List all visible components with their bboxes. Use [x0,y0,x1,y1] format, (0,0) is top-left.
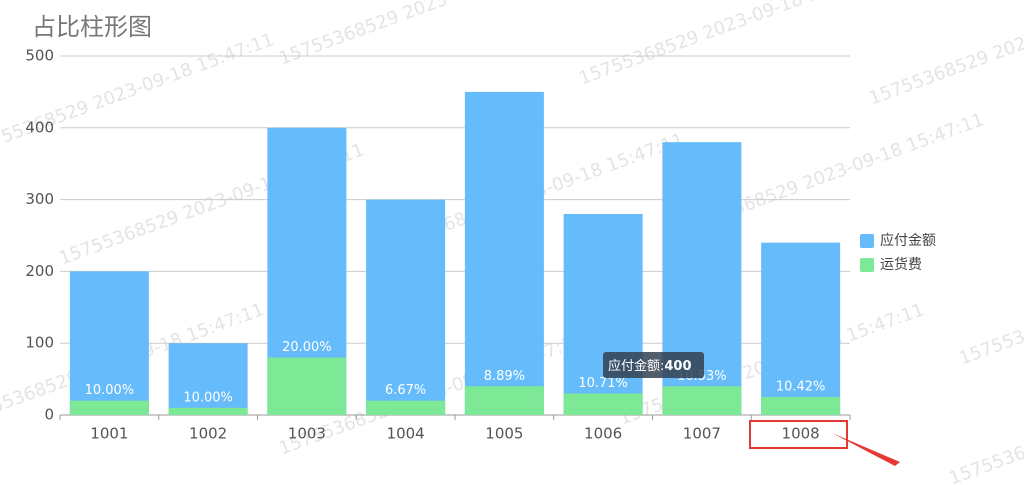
chart-title: 占比柱形图 [32,13,152,41]
bar [267,357,347,415]
x-tick-label: 1004 [387,425,425,443]
x-tick-label: 1005 [485,425,523,443]
data-label: 6.67% [385,383,426,398]
x-tick-label: 1007 [683,425,721,443]
legend-label: 应付金额 [880,232,936,249]
bar [69,400,149,415]
bar [563,393,643,415]
bar [761,242,841,415]
bar [464,91,544,416]
legend-label: 运货费 [880,256,922,273]
data-label: 8.89% [484,369,525,384]
watermark: 15755368529 2023-09-18 15:47:11 [866,0,1024,109]
bar [366,400,446,415]
plot: 0 100 200 300 400 500 1001 10.00% 1002 10.00% 1003… [25,47,936,443]
bar [563,213,643,415]
watermark: 15755368529 2023-09-18 15:47:11 [576,0,887,89]
tooltip-text: 应付金额:400 [608,358,692,374]
x-tick-label: 1003 [288,425,326,443]
y-tick-label: 500 [25,47,54,65]
x-tick-label: 1002 [189,425,227,443]
y-tick-label: 400 [25,118,54,136]
tooltip-label: 应付金额: [608,358,664,374]
bar [69,271,149,415]
legend-swatch [860,258,874,272]
x-tick-label: 1006 [584,425,622,443]
data-label: 20.00% [282,340,332,355]
bar [761,397,841,415]
highlight-box [749,420,848,449]
tooltip-value: 400 [664,359,691,374]
watermark: 15755368529 2023-09-18 15:47:11 [946,359,1024,485]
bar [366,199,446,415]
bar [662,386,742,415]
bar [464,386,544,415]
bar [168,343,248,415]
data-label: 10.00% [85,383,135,398]
legend-swatch [860,234,874,248]
x-tick-label: 1008 [782,425,820,443]
watermark: 15755368529 2023-09-18 15:47:11 [956,239,1024,369]
data-label: 10.00% [183,390,233,405]
arrow [832,433,900,466]
y-tick-label: 0 [44,406,54,424]
watermark: 15755368529 2023-09-18 15:47:11 [276,0,587,69]
y-tick-label: 200 [25,262,54,280]
data-label: 10.42% [776,380,826,395]
data-label: 10.71% [578,376,628,391]
y-tick-label: 100 [25,334,54,352]
tooltip-box [603,352,704,378]
y-tick-label: 300 [25,190,54,208]
bar [168,407,248,415]
x-tick-label: 1001 [90,425,128,443]
